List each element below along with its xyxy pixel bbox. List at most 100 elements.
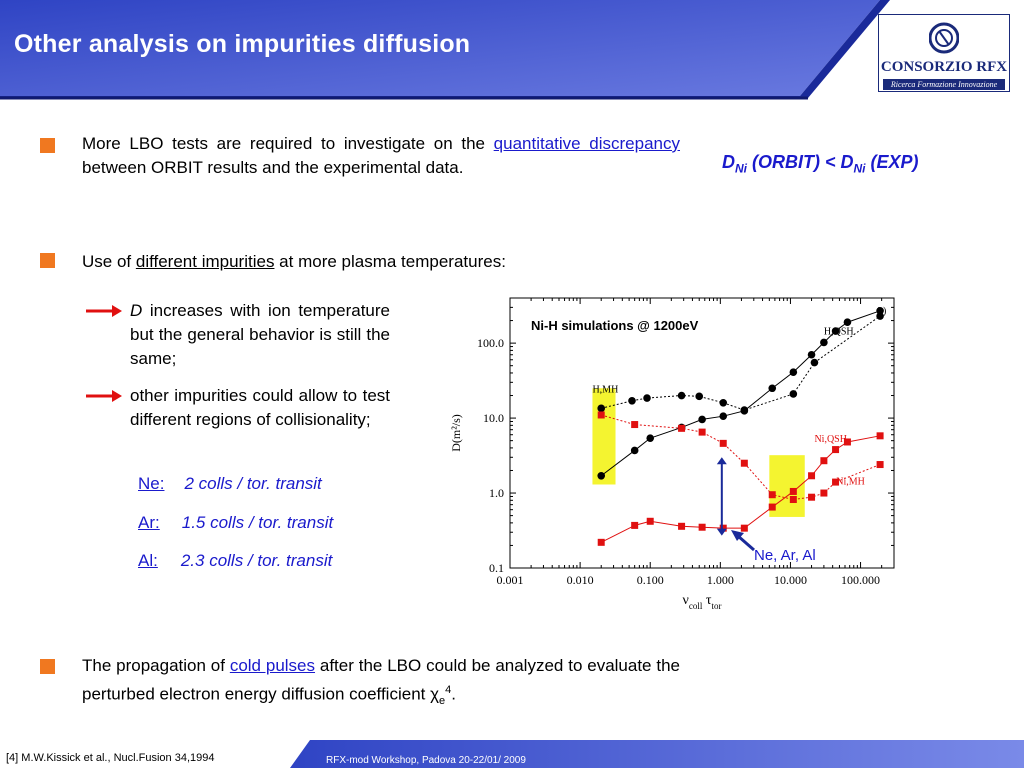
data-point: [876, 306, 884, 315]
chi-subscript: e: [439, 695, 446, 708]
panel-label: b): [878, 306, 886, 317]
y-tick-label: 10.0: [483, 411, 504, 425]
data-point: [807, 350, 816, 359]
data-point: [768, 384, 777, 393]
x-tick-label: 0.001: [497, 573, 524, 587]
element-ne-value: 2 colls / tor. transit: [184, 474, 322, 493]
bullet1-text: More LBO tests are required to investiga…: [82, 132, 680, 180]
logo-name: CONSORZIO RFX: [880, 59, 1008, 75]
data-point: [678, 424, 686, 432]
data-point: [789, 390, 798, 398]
slide-header: Other analysis on impurities diffusion C…: [0, 0, 1024, 100]
x-tick-label: 1.000: [707, 573, 734, 587]
red-arrow-icon: [86, 390, 122, 402]
formula-sub1: Ni: [735, 161, 747, 176]
data-point: [631, 521, 639, 529]
bullet-square-icon: [40, 253, 55, 268]
data-point: [643, 394, 651, 402]
data-point: [808, 472, 816, 480]
chart-title: Ni-H simulations @ 1200eV: [531, 318, 699, 333]
cold-pulses-link[interactable]: cold pulses: [229, 656, 316, 675]
data-point: [698, 415, 706, 424]
x-tick-label: 0.100: [637, 573, 664, 587]
reference-superscript: 4: [445, 684, 452, 696]
data-point: [876, 461, 884, 469]
slide-title: Other analysis on impurities diffusion: [14, 30, 471, 58]
formula-sub2: Ni: [853, 161, 866, 176]
element-al-value: 2.3 colls / tor. transit: [180, 551, 333, 570]
series-label: H,MH: [592, 384, 618, 395]
footer-band: [290, 740, 1024, 768]
formula-orbit: (ORBIT) <: [747, 152, 841, 172]
footnote-reference: [4] M.W.Kissick et al., Nucl.Fusion 34,1…: [6, 752, 215, 764]
diffusion-formula: DNi (ORBIT) < DNi (EXP): [722, 152, 919, 176]
sub2-text: other impurities could allow to test dif…: [130, 386, 390, 429]
y-tick-label: 0.1: [489, 561, 504, 575]
data-point: [820, 338, 828, 347]
arrow-head-down-icon: [716, 528, 727, 536]
formula-exp: (EXP): [865, 152, 919, 172]
bullet-square-icon: [40, 659, 55, 674]
y-tick-label: 100.0: [477, 336, 504, 350]
element-al-symbol[interactable]: Al:: [138, 551, 158, 570]
data-point: [597, 538, 605, 546]
data-point: [832, 446, 840, 454]
bullet2-text: Use of different impurities at more plas…: [82, 250, 682, 274]
bullet3-text: The propagation of cold pulses after the…: [82, 654, 680, 713]
logo-emblem-icon: [929, 22, 959, 54]
data-point: [719, 524, 727, 532]
data-point: [646, 517, 654, 525]
data-point: [876, 312, 884, 320]
arrow-head-up-icon: [716, 457, 727, 465]
different-impurities-link[interactable]: different impurities: [135, 252, 275, 271]
data-point: [740, 524, 748, 532]
element-ne: Ne: 2 colls / tor. transit: [138, 474, 322, 494]
footer-workshop: RFX-mod Workshop, Padova 20-22/01/ 2009: [326, 755, 526, 766]
element-ar: Ar: 1.5 colls / tor. transit: [138, 513, 333, 533]
pointer-arrow-head-icon: [731, 530, 744, 541]
element-al: Al: 2.3 colls / tor. transit: [138, 551, 332, 571]
data-point: [719, 398, 728, 407]
data-point: [876, 432, 884, 440]
x-axis-label: νcoll τtor: [683, 593, 722, 610]
element-ar-symbol[interactable]: Ar:: [138, 513, 160, 532]
bullet3-text-before: The propagation of: [82, 656, 230, 675]
x-tick-label: 10.000: [774, 573, 807, 587]
pointer-arrow-line: [737, 534, 755, 552]
data-point: [832, 478, 840, 486]
sub1-d: D: [130, 301, 143, 320]
y-axis-label: D(m²/s): [449, 414, 463, 452]
data-point: [597, 404, 606, 413]
red-arrow-icon: [86, 305, 122, 317]
chi-symbol: χ: [430, 684, 440, 704]
data-point: [740, 459, 748, 467]
data-point: [768, 491, 776, 499]
data-point: [820, 457, 828, 465]
data-point: [768, 503, 776, 511]
header-band: [0, 0, 890, 100]
x-tick-label: 100.000: [841, 573, 880, 587]
data-point: [695, 392, 704, 401]
data-point: [831, 327, 840, 335]
data-point: [843, 438, 851, 446]
data-point: [698, 428, 706, 436]
highlight-box-0: [592, 388, 616, 485]
bullet3-end: .: [451, 684, 457, 704]
series-label: H,QSH: [824, 327, 854, 338]
data-point: [646, 434, 655, 442]
quantitative-discrepancy-link[interactable]: quantitative discrepancy: [493, 134, 680, 153]
data-point: [719, 412, 728, 420]
data-point: [719, 439, 727, 447]
formula-d1: D: [722, 152, 735, 172]
consorzio-rfx-logo: CONSORZIO RFX Ricerca Formazione Innovaz…: [878, 14, 1010, 92]
data-point: [843, 318, 852, 327]
bullet1-text-before: More LBO tests are required to investiga…: [82, 134, 494, 153]
element-ne-symbol[interactable]: Ne:: [138, 474, 165, 493]
data-point: [630, 446, 639, 455]
data-point: [820, 489, 828, 497]
data-point: [677, 391, 686, 400]
data-point: [810, 358, 819, 367]
data-point: [789, 368, 798, 376]
arrow-annotation-label: Ne, Ar, Al: [754, 547, 816, 564]
bullet-square-icon: [40, 138, 55, 153]
